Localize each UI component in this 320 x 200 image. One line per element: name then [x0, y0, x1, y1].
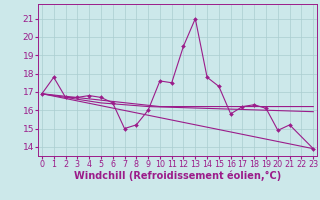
X-axis label: Windchill (Refroidissement éolien,°C): Windchill (Refroidissement éolien,°C)	[74, 171, 281, 181]
